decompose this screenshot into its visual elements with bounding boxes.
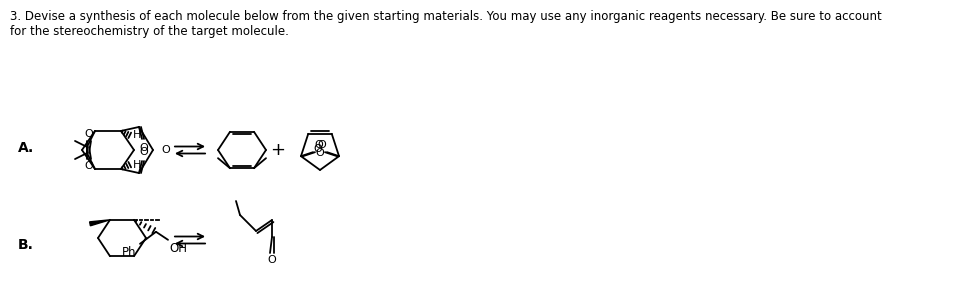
Text: O: O — [85, 161, 94, 171]
Text: O: O — [314, 140, 323, 150]
Polygon shape — [90, 220, 110, 226]
Text: O: O — [161, 145, 170, 155]
Text: OH: OH — [169, 242, 187, 255]
Text: O: O — [139, 147, 148, 157]
Text: O: O — [315, 148, 325, 158]
Text: H: H — [133, 130, 141, 140]
Text: B.: B. — [18, 238, 33, 252]
Text: H: H — [133, 160, 141, 170]
Text: O: O — [267, 255, 276, 265]
Text: for the stereochemistry of the target molecule.: for the stereochemistry of the target mo… — [10, 25, 288, 38]
Text: +: + — [270, 141, 286, 159]
Text: O: O — [317, 140, 326, 150]
Text: O: O — [313, 144, 322, 154]
Text: O: O — [139, 143, 148, 153]
Text: A.: A. — [18, 141, 34, 155]
Text: Ph: Ph — [121, 246, 136, 259]
Text: O: O — [85, 129, 94, 139]
Text: 3. Devise a synthesis of each molecule below from the given starting materials. : 3. Devise a synthesis of each molecule b… — [10, 10, 881, 23]
